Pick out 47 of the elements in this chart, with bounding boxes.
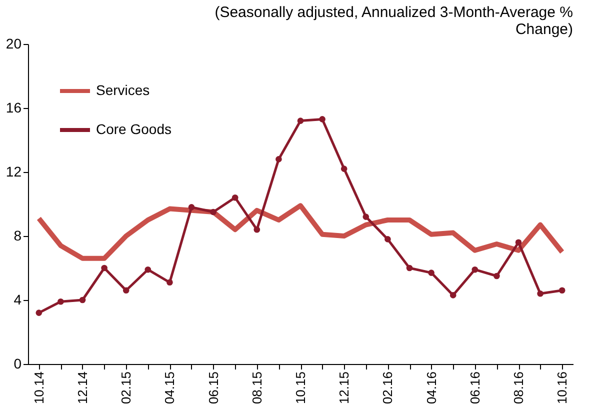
point <box>232 194 238 201</box>
x-tick-label: 04.15 <box>162 372 178 404</box>
point <box>79 296 86 304</box>
point <box>58 298 64 305</box>
x-tick-label: 02.15 <box>118 372 134 404</box>
x-tick-label: 10.16 <box>554 372 570 404</box>
point <box>254 226 260 233</box>
point <box>450 292 456 298</box>
x-tick-label: 10.15 <box>293 372 308 404</box>
point <box>188 204 195 210</box>
point <box>428 270 434 276</box>
point <box>210 208 216 216</box>
point <box>319 116 326 122</box>
y-tick-label: 0 <box>14 356 22 372</box>
legend-label: Core Goods <box>96 121 172 137</box>
point <box>276 156 282 162</box>
point <box>340 166 348 172</box>
point <box>406 264 413 272</box>
y-tick-label: 8 <box>14 228 22 244</box>
point <box>362 214 370 220</box>
point <box>494 272 500 280</box>
x-tick-label: 06.16 <box>467 372 482 404</box>
chart-title: (Seasonally adjusted, Annualized 3-Month-Average % Change) <box>214 4 573 38</box>
x-tick-label: 04.16 <box>424 372 439 404</box>
legend-label: Services <box>96 82 150 98</box>
x-tick-label: 08.15 <box>249 372 264 404</box>
y-tick-label: 4 <box>14 292 22 308</box>
x-tick-label: 08.16 <box>511 372 526 404</box>
point <box>472 266 478 273</box>
y-tick-label: 16 <box>6 100 22 116</box>
point <box>515 239 522 246</box>
point <box>558 287 566 294</box>
x-tick-label: 12.15 <box>336 372 352 404</box>
point <box>166 279 173 286</box>
point <box>537 290 544 297</box>
point <box>384 236 391 242</box>
point <box>101 264 108 272</box>
x-tick-label: 12.14 <box>75 372 90 404</box>
point <box>297 118 304 124</box>
point <box>144 266 152 273</box>
x-tick-label: 02.16 <box>380 372 396 404</box>
x-tick-label: 10.14 <box>31 372 46 404</box>
y-tick-label: 12 <box>6 164 22 180</box>
x-tick-label: 06.15 <box>206 372 221 404</box>
y-tick-label: 20 <box>6 36 22 52</box>
point <box>122 287 130 294</box>
point <box>36 310 42 316</box>
